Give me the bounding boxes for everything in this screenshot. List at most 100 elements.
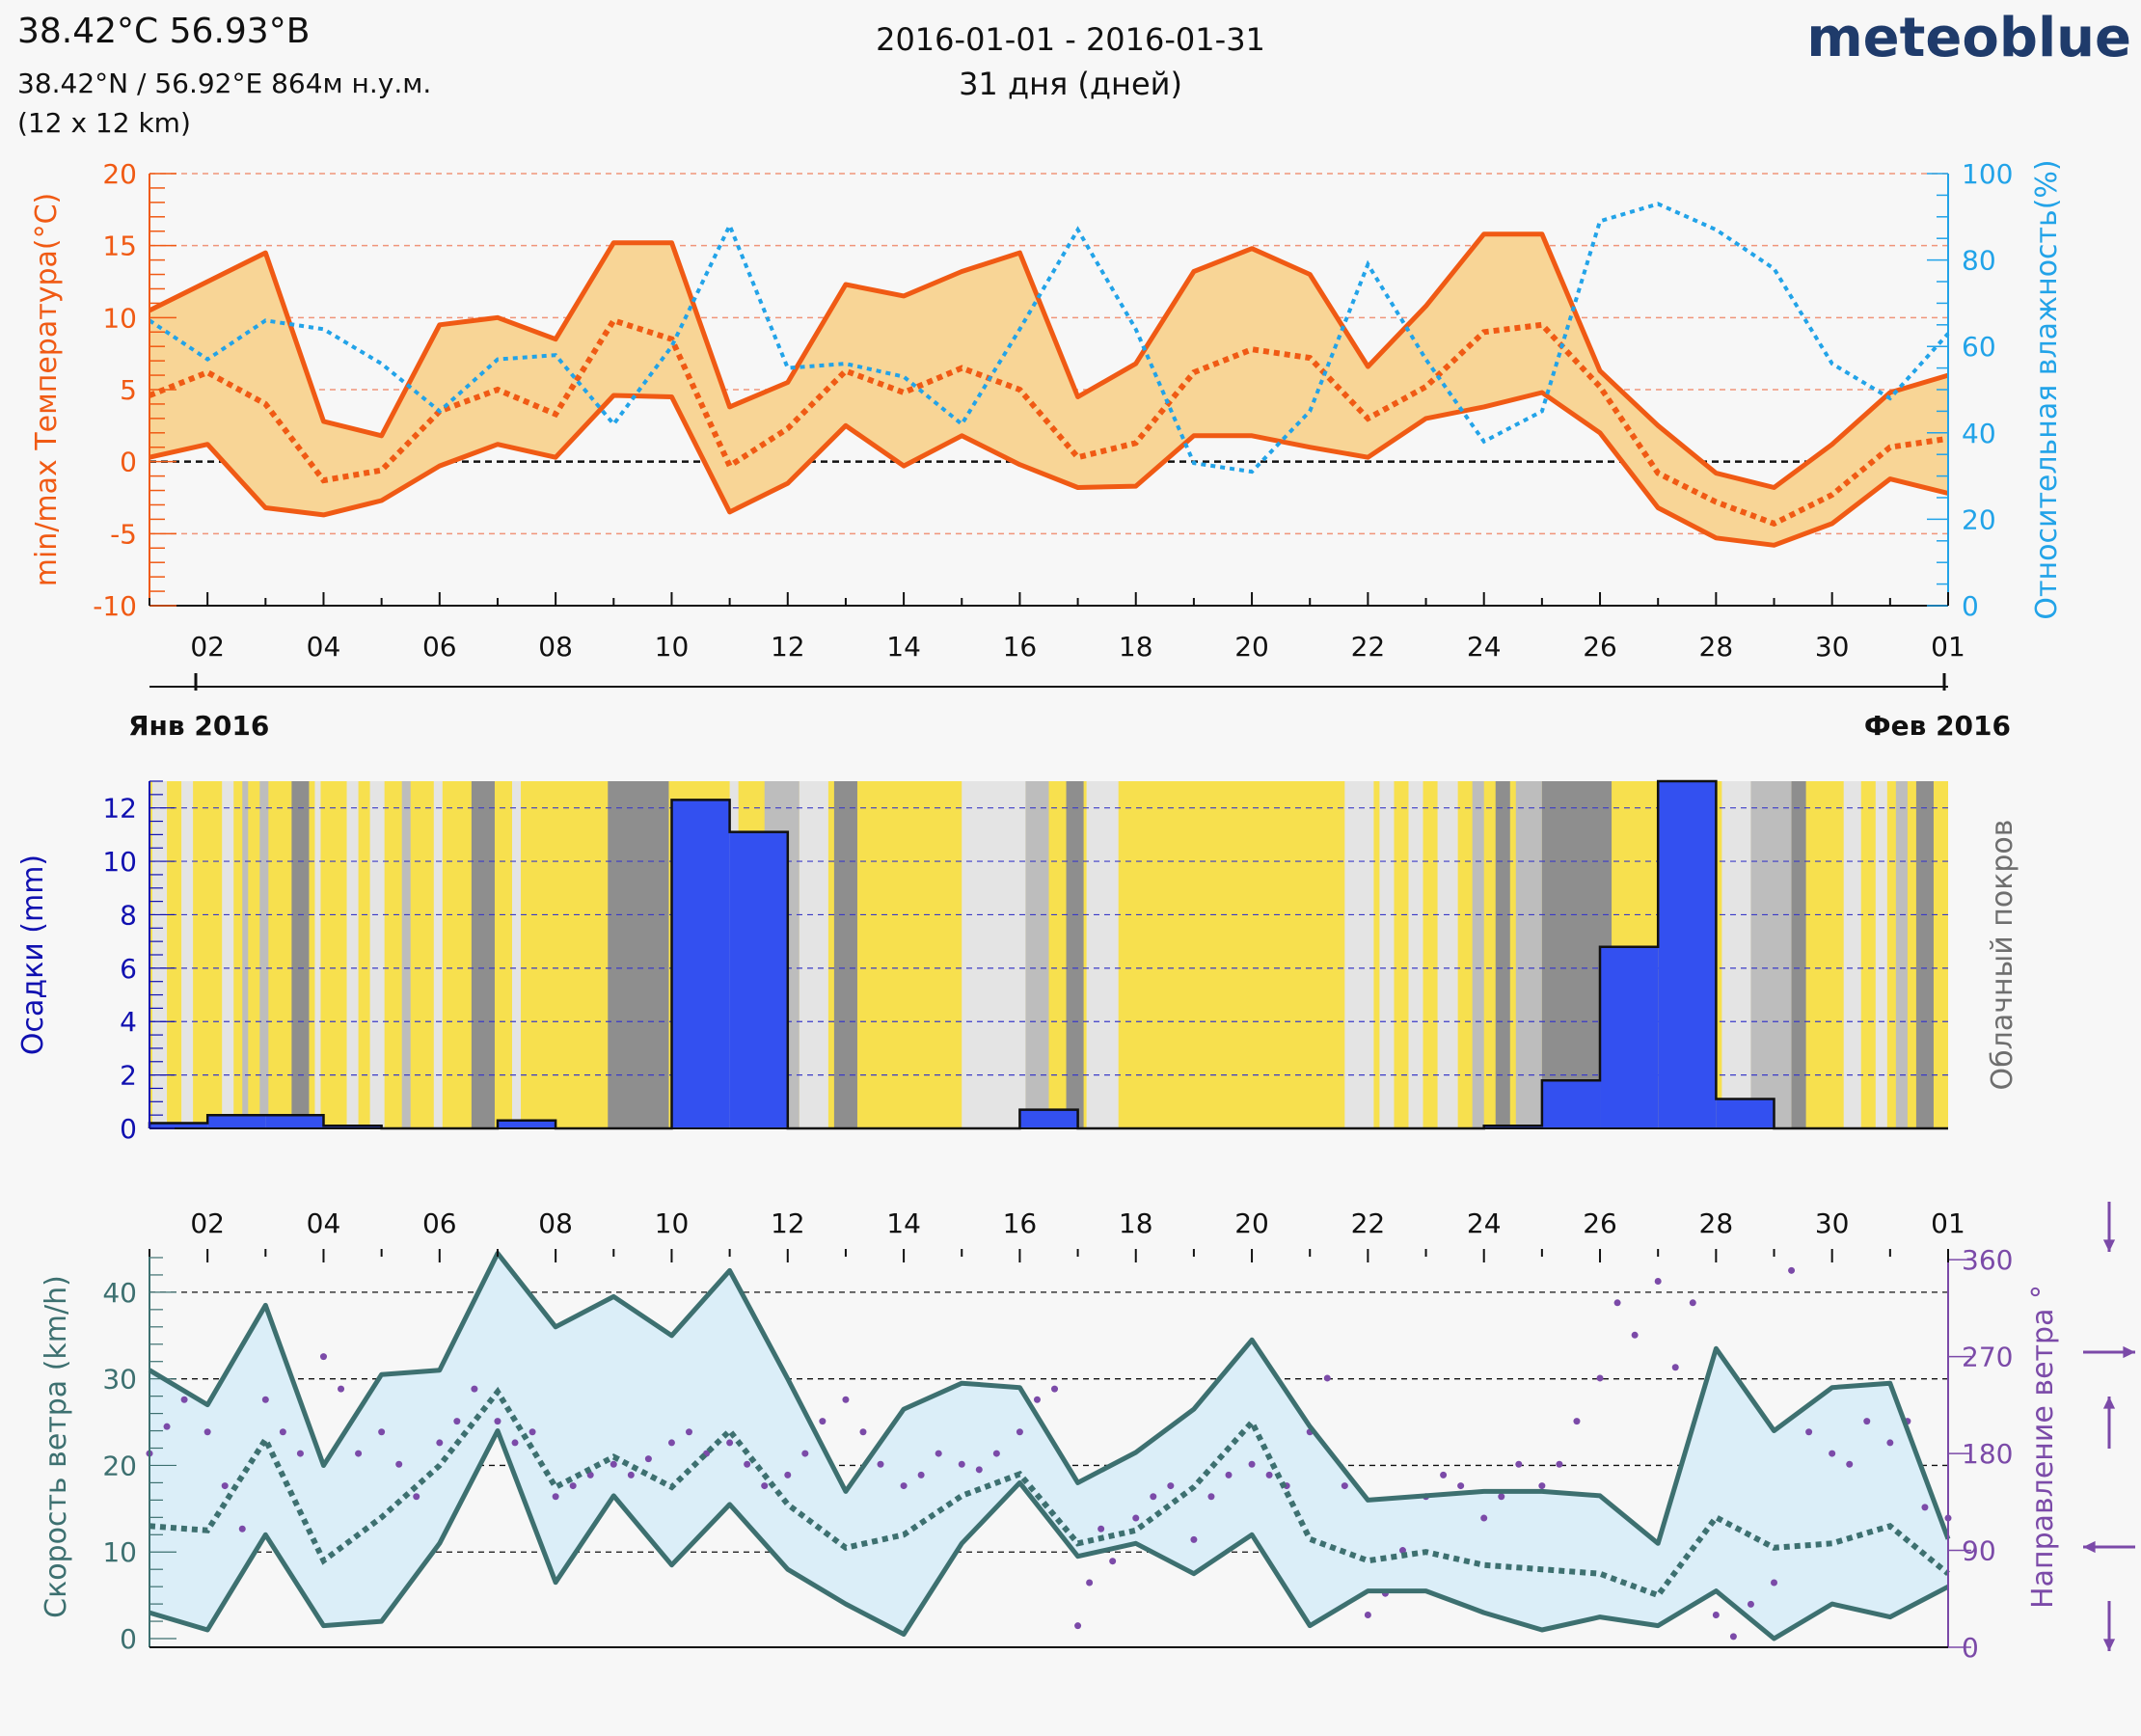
- precip-y-tick-label: 8: [120, 899, 137, 931]
- wind-direction-dot: [378, 1428, 386, 1436]
- month-label-start: Янв 2016: [128, 710, 269, 742]
- precipitation-panel: 0 2 4 6 8 10 12 Осадки (mm) Облачный покров: [16, 779, 2019, 1145]
- precip-bar-16: [1019, 1109, 1078, 1128]
- cloud-cover-band: [1344, 781, 1374, 1128]
- direction-arrow-head: [2102, 1239, 2116, 1252]
- wind-y-tick-label: 0: [120, 1623, 137, 1655]
- precip-bar-02: [207, 1115, 266, 1128]
- wind-y-tick-label: 30: [102, 1364, 137, 1396]
- wind-direction-dot: [1150, 1493, 1157, 1501]
- wind-min-line: [149, 1428, 1950, 1641]
- wind-direction-dot: [1132, 1514, 1140, 1522]
- wind-direction-dot: [1440, 1471, 1448, 1478]
- wind-direction-dot: [238, 1525, 246, 1533]
- wind-dir-y-tick-label: 360: [1962, 1244, 2013, 1276]
- wind-max-line: [148, 1251, 1951, 1546]
- temp-x-tick-label: 30: [1815, 631, 1850, 663]
- wind-direction-dot: [221, 1482, 229, 1490]
- wind-direction-dot: [1886, 1439, 1894, 1447]
- wind-direction-dot: [1556, 1460, 1563, 1468]
- wind-direction-dot: [494, 1418, 501, 1425]
- month-label-end: Фев 2016: [1864, 710, 2011, 742]
- wind-x-tick-label: 24: [1467, 1207, 1502, 1239]
- wind-direction-dot: [1016, 1428, 1023, 1436]
- wind-direction-dot: [471, 1385, 478, 1393]
- wind-direction-dot: [1457, 1482, 1465, 1490]
- wind-direction-dot: [1323, 1374, 1331, 1382]
- cloud-cover-band: [1515, 781, 1542, 1128]
- precip-bar-24: [1483, 1126, 1542, 1128]
- date-range: 2016-01-01 - 2016-01-31: [876, 21, 1265, 58]
- wind-direction-legend: [2083, 1202, 2135, 1651]
- wind-x-tick-label: 18: [1119, 1207, 1153, 1239]
- wind-speed-axis-label: Скорость ветра (km/h): [40, 1275, 73, 1618]
- precip-y-tick-label: 6: [120, 953, 137, 985]
- precip-bar-26: [1600, 946, 1659, 1128]
- wind-direction-dot: [203, 1428, 211, 1436]
- wind-direction-dot: [900, 1482, 908, 1490]
- precipitation-axis-label: Осадки (mm): [16, 854, 50, 1055]
- precip-bar-04: [323, 1126, 382, 1128]
- cloud-cover-band: [962, 781, 1026, 1128]
- wind-direction-dot: [1098, 1525, 1105, 1533]
- wind-x-tick-label: 14: [886, 1207, 921, 1239]
- cloud-cover-band: [1437, 781, 1458, 1128]
- wind-direction-dot: [842, 1396, 850, 1403]
- wind-dir-y-tick-label: 270: [1962, 1342, 2013, 1373]
- wind-direction-dot: [528, 1428, 536, 1436]
- wind-direction-dot: [958, 1460, 965, 1468]
- wind-direction-dot: [453, 1418, 461, 1425]
- brand-logo[interactable]: meteoblue: [1806, 7, 2131, 69]
- wind-direction-dot: [975, 1466, 983, 1474]
- grid-resolution: (12 x 12 km): [17, 107, 191, 139]
- cloud-cover-band: [1750, 781, 1792, 1128]
- wind-direction-dot: [436, 1439, 444, 1447]
- cloud-cover-band: [1025, 781, 1049, 1128]
- wind-direction-dot: [1573, 1418, 1581, 1425]
- wind-range-area: [149, 1253, 1948, 1639]
- precip-bar-07: [497, 1120, 556, 1128]
- temp-x-tick-label: 01: [1931, 631, 1965, 663]
- wind-y-tick-label: 40: [102, 1277, 137, 1309]
- wind-direction-dot: [744, 1460, 751, 1468]
- wind-direction-dot: [935, 1450, 942, 1457]
- precip-bar-27: [1658, 781, 1717, 1128]
- direction-arrow-head: [2102, 1397, 2116, 1409]
- cloud-cover-band: [181, 781, 194, 1128]
- wind-direction-dot: [801, 1450, 809, 1457]
- temp-y-tick-label: 10: [102, 302, 137, 334]
- cloud-cover-band: [1843, 781, 1861, 1128]
- temp-max-line: [148, 231, 1949, 490]
- wind-direction-dot: [1596, 1374, 1604, 1382]
- temp-x-tick-label: 10: [655, 631, 690, 663]
- direction-arrow-head: [2123, 1345, 2135, 1359]
- cloud-cover-band: [433, 781, 443, 1128]
- humidity-y-tick-label: 80: [1962, 245, 1996, 277]
- wind-direction-dot: [1631, 1331, 1639, 1339]
- wind-direction-dot: [1788, 1266, 1796, 1274]
- temp-x-tick-label: 12: [771, 631, 805, 663]
- precip-y-tick-label: 10: [102, 846, 137, 878]
- wind-direction-dot: [586, 1471, 594, 1478]
- wind-direction-dot: [610, 1460, 617, 1468]
- coordinates-elevation: 38.42°N / 56.92°E 864м н.у.м.: [17, 68, 431, 99]
- cloud-cover-band: [799, 781, 828, 1128]
- location-title: 38.42°C 56.93°B: [17, 12, 310, 51]
- wind-direction-dot: [1109, 1558, 1117, 1565]
- temperature-panel: -10 -5 0 5 10 15 20 0 20 40 60 80 100 02 04 06 08 10 12 14 1…: [30, 158, 2064, 663]
- wind-direction-dot: [1613, 1299, 1621, 1307]
- wind-direction-dot: [1498, 1493, 1505, 1501]
- precip-y-tick-label: 0: [120, 1113, 137, 1145]
- wind-direction-dot: [1364, 1612, 1371, 1619]
- temp-y-tick-label: -5: [110, 518, 137, 550]
- wind-direction-dot: [1846, 1460, 1854, 1468]
- wind-direction-dot: [296, 1450, 304, 1457]
- wind-direction-dot: [1033, 1396, 1041, 1403]
- wind-direction-dot: [644, 1455, 652, 1463]
- wind-y-tick-label: 20: [102, 1450, 137, 1481]
- wind-dir-y-tick-label: 180: [1962, 1438, 2013, 1470]
- wind-x-tick-label: 04: [307, 1207, 341, 1239]
- wind-direction-dot: [1341, 1482, 1348, 1490]
- precip-bar-10: [671, 800, 730, 1128]
- wind-y-tick-label: 10: [102, 1536, 137, 1568]
